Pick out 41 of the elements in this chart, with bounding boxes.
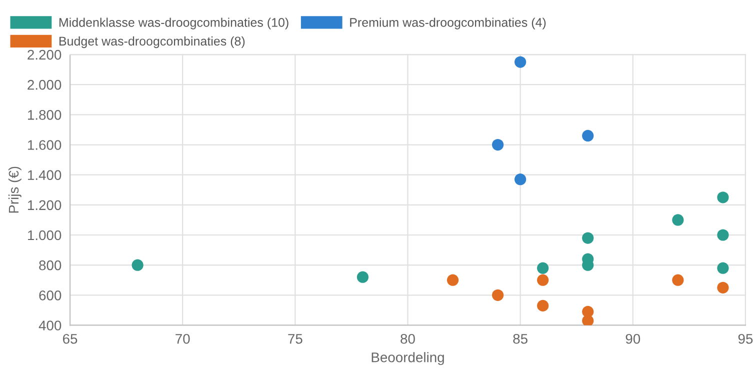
- point: [446, 274, 459, 286]
- point: [492, 138, 504, 151]
- y-tick-label: 2.000: [28, 80, 62, 90]
- x-axis-title: Beoordeling: [372, 352, 444, 366]
- y-tick-label: 1.200: [28, 200, 62, 210]
- y-tick-label: 1.400: [28, 170, 62, 180]
- y-axis-title: Prijs (€): [8, 166, 22, 213]
- point: [514, 174, 526, 186]
- legend-label: Middenklasse was-droogcombinaties (10): [59, 18, 288, 30]
- point: [717, 192, 729, 204]
- x-tick-label: 75: [288, 334, 302, 344]
- point: [717, 262, 729, 274]
- point: [537, 274, 549, 286]
- x-tick-label: 80: [400, 334, 415, 344]
- y-tick-label: 600: [39, 290, 62, 300]
- point: [717, 229, 729, 241]
- x-tick-label: 70: [176, 334, 190, 344]
- point: [537, 300, 549, 312]
- legend-label: Premium was-droogcombinaties (4): [350, 18, 546, 30]
- x-tick-label: 90: [626, 334, 640, 344]
- x-tick-label: 85: [513, 334, 528, 344]
- y-tick-label: 1.000: [28, 230, 62, 240]
- y-tick-label: 400: [38, 320, 62, 330]
- legend-label: Budget was-droogcombinaties (8): [59, 36, 245, 48]
- x-tick-label: 95: [738, 334, 753, 344]
- point: [492, 289, 504, 301]
- y-tick-label: 800: [39, 260, 62, 270]
- point: [356, 271, 369, 283]
- x-tick-label: 65: [63, 334, 78, 344]
- point: [514, 56, 526, 68]
- point: [672, 214, 684, 226]
- point: [537, 262, 549, 274]
- point: [132, 259, 144, 271]
- y-tick-label: 1.600: [28, 140, 62, 150]
- point: [672, 274, 684, 286]
- y-tick-label: 1.800: [28, 110, 62, 120]
- point: [582, 232, 594, 244]
- point: [582, 130, 594, 142]
- point: [582, 314, 594, 326]
- y-tick-label: 2.200: [28, 50, 62, 60]
- point: [717, 282, 729, 294]
